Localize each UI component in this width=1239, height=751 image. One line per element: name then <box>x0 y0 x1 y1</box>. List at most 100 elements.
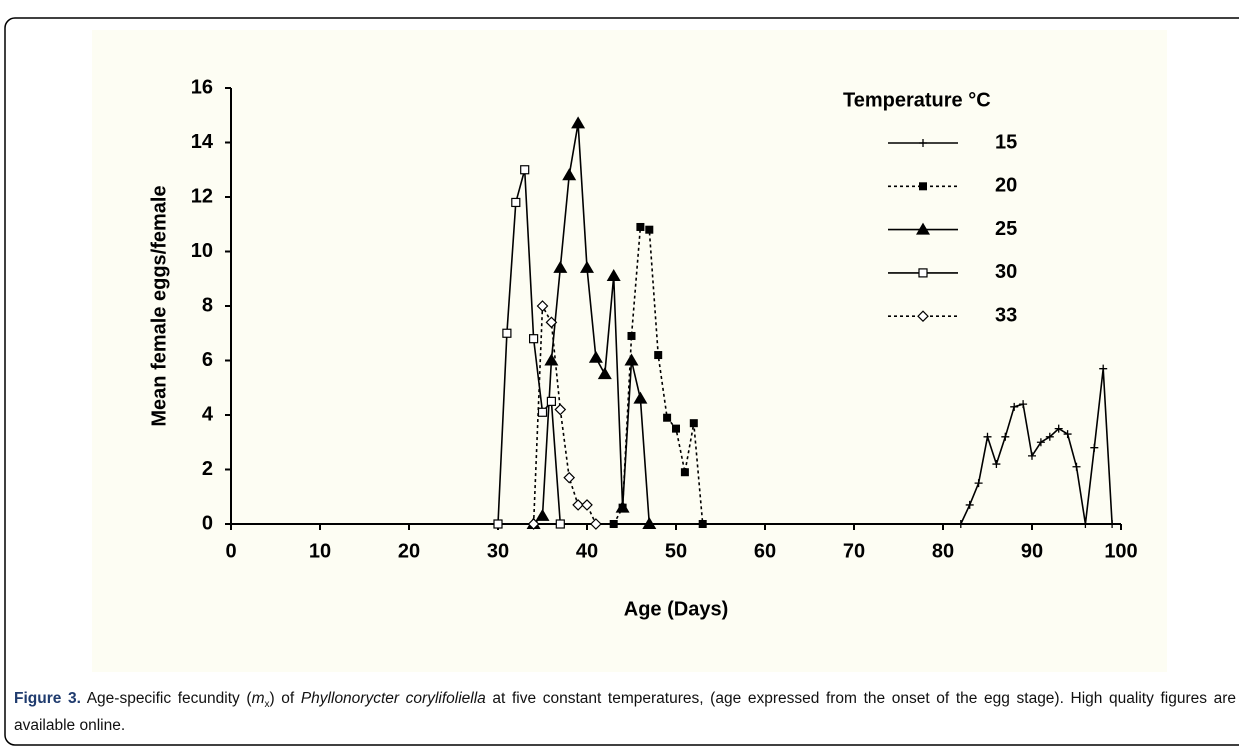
point <box>956 520 965 528</box>
x-tick-label: 70 <box>843 540 865 562</box>
y-axis-title: Mean female eggs/female <box>148 185 170 426</box>
legend-marker <box>919 139 927 147</box>
figure-caption: Figure 3. Age-specific fecundity (mx) of… <box>14 688 1236 736</box>
point <box>581 499 593 511</box>
point <box>633 391 648 404</box>
point <box>502 328 512 338</box>
caption-text: ) of <box>269 690 301 707</box>
point <box>1063 430 1072 439</box>
y-tick-label: 4 <box>202 403 214 425</box>
y-tick-label: 10 <box>191 240 213 262</box>
legend-label: 20 <box>995 175 1017 197</box>
point <box>1028 451 1036 460</box>
caption-subscript: x <box>264 699 270 711</box>
point <box>615 500 630 513</box>
legend-label: 30 <box>995 261 1017 283</box>
point <box>642 517 657 529</box>
point <box>527 518 540 530</box>
point <box>588 350 603 363</box>
point <box>493 519 503 529</box>
point <box>1099 364 1108 373</box>
caption-species: Phyllonorycter corylifoliella <box>300 690 486 707</box>
point <box>555 519 565 529</box>
legend-marker <box>917 310 929 323</box>
point <box>624 353 639 366</box>
x-tick-label: 20 <box>398 540 420 562</box>
point <box>609 520 618 528</box>
point <box>965 500 974 509</box>
series-line <box>533 123 651 525</box>
legend-label: 25 <box>995 218 1017 240</box>
x-tick-label: 40 <box>576 540 598 562</box>
point <box>698 520 707 528</box>
chart-background <box>92 30 1167 672</box>
point <box>580 260 594 273</box>
point <box>537 407 548 417</box>
x-tick-label: 10 <box>309 540 331 562</box>
point <box>520 165 530 175</box>
point <box>511 197 521 208</box>
x-tick-label: 50 <box>665 540 687 562</box>
point <box>654 351 663 360</box>
y-tick-label: 6 <box>202 349 213 371</box>
point <box>1045 432 1054 441</box>
point <box>1090 443 1099 452</box>
point <box>597 367 612 380</box>
x-tick-label: 0 <box>225 540 236 562</box>
point <box>680 468 689 477</box>
y-tick-label: 8 <box>202 294 213 316</box>
point <box>1036 438 1045 447</box>
point <box>553 260 568 273</box>
point <box>606 269 621 282</box>
point <box>562 168 577 181</box>
legend-marker <box>916 222 930 235</box>
x-axis-title: Age (Days) <box>624 598 728 620</box>
legend-label: 33 <box>995 304 1017 326</box>
point <box>590 518 602 530</box>
x-tick-label: 60 <box>754 540 776 562</box>
caption-text: at five constant temperatures, (age expr… <box>14 690 1237 735</box>
legend-title: Temperature °C <box>843 89 991 111</box>
x-tick-label: 100 <box>1104 540 1137 562</box>
point <box>1019 400 1028 409</box>
caption-symbol: m <box>251 690 265 707</box>
point <box>535 508 550 521</box>
y-tick-label: 0 <box>202 512 213 534</box>
caption-label: Figure 3. <box>14 690 81 707</box>
series-line <box>960 368 1113 525</box>
point <box>663 413 672 422</box>
y-tick-label: 14 <box>191 131 214 153</box>
point <box>528 334 539 344</box>
point <box>546 396 557 406</box>
point <box>545 316 558 329</box>
point <box>1108 520 1117 528</box>
point <box>1001 432 1010 441</box>
x-tick-label: 30 <box>487 540 509 562</box>
legend-marker <box>919 182 927 191</box>
legend-label: 15 <box>995 131 1017 153</box>
point <box>1010 402 1019 411</box>
point <box>1054 424 1063 433</box>
x-tick-label: 90 <box>1021 540 1043 562</box>
point <box>636 222 645 231</box>
point <box>974 479 983 488</box>
point <box>627 331 636 340</box>
y-tick-label: 12 <box>191 185 213 207</box>
point <box>554 403 567 416</box>
point <box>571 116 586 129</box>
y-tick-label: 16 <box>191 76 213 98</box>
point <box>563 471 576 484</box>
point <box>572 499 584 511</box>
point <box>1072 462 1081 471</box>
point <box>689 419 698 428</box>
point <box>1081 520 1090 528</box>
y-tick-label: 2 <box>202 458 213 480</box>
point <box>645 225 654 234</box>
caption-text: Age-specific fecundity ( <box>86 690 252 707</box>
point <box>992 460 1001 469</box>
point <box>536 300 549 312</box>
point <box>672 424 680 433</box>
legend-marker <box>918 268 928 278</box>
